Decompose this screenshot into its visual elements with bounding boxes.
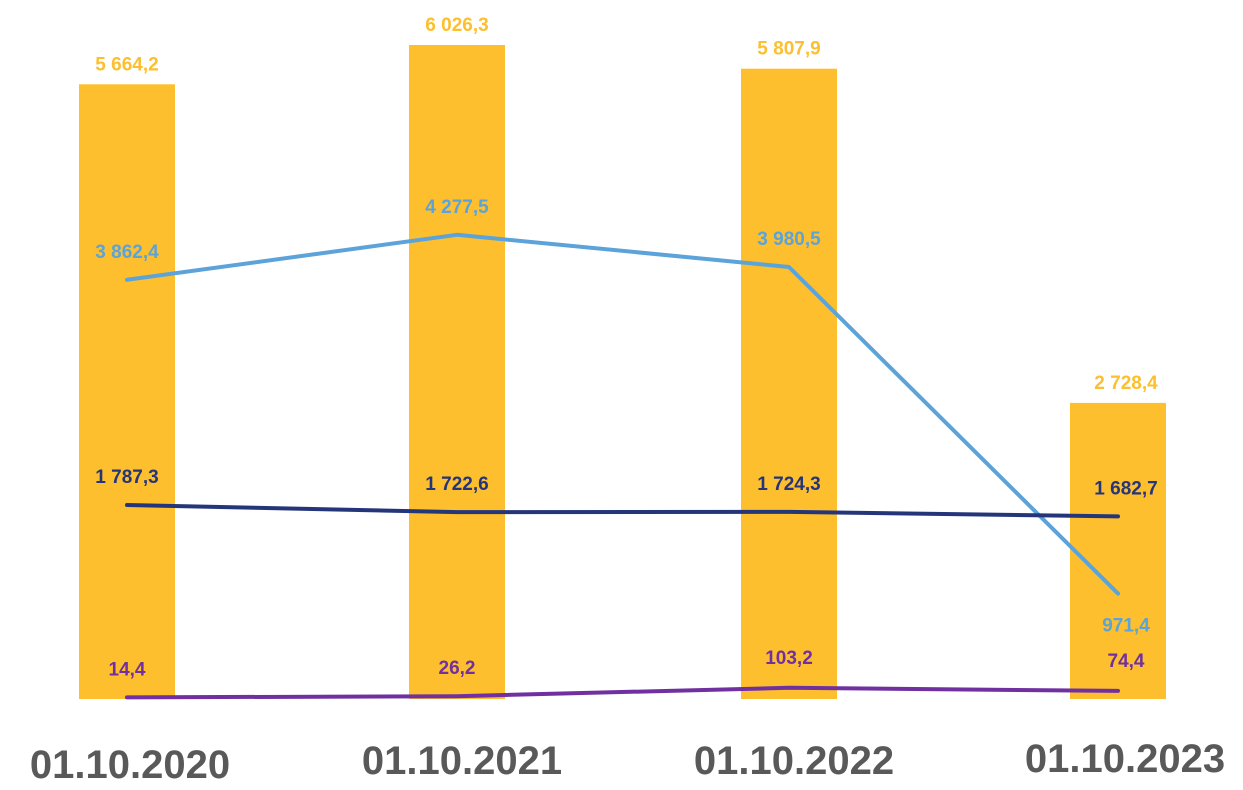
bar-series [79,45,1166,700]
bar [741,68,837,699]
data-label: 4 277,5 [425,197,489,218]
bar [1070,402,1166,699]
data-label: 1 724,3 [757,474,820,495]
bar [79,84,175,700]
series-line [125,503,1120,519]
data-label: 14,4 [109,659,146,680]
data-label: 26,2 [439,658,476,679]
x-tick-label: 01.10.2023 [1025,737,1225,781]
data-label: 3 862,4 [95,242,159,263]
bar [409,45,505,699]
line-series-group [125,232,1120,700]
data-label: 103,2 [765,648,813,669]
x-tick-label: 01.10.2020 [30,743,230,787]
series-line [125,685,1120,700]
data-labels: 5 664,2 6 026,3 5 807,9 2 728,4 3 862,4 4 277… [95,15,1158,680]
x-tick-label: 01.10.2021 [362,739,562,783]
data-label: 5 807,9 [757,39,820,60]
data-label: 971,4 [1102,616,1150,637]
data-label: 1 722,6 [425,474,488,495]
data-label: 6 026,3 [425,15,488,36]
x-tick-label: 01.10.2022 [694,739,894,783]
series-line [125,232,1120,596]
data-label: 5 664,2 [95,54,158,75]
data-label: 74,4 [1108,651,1145,672]
x-axis-ticks: 01.10.2020 01.10.2021 01.10.2022 01.10.2… [30,737,1225,787]
data-label: 1 787,3 [95,467,158,488]
data-label: 2 728,4 [1094,373,1158,394]
data-label: 3 980,5 [757,229,821,250]
data-label: 1 682,7 [1094,478,1157,499]
